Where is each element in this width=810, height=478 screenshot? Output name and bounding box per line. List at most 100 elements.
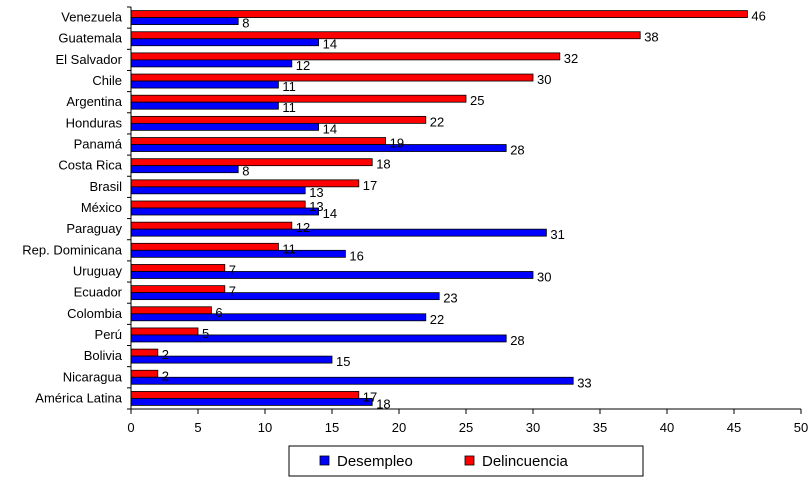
- data-label-delincuencia: 22: [430, 114, 444, 129]
- bar-delincuencia: [130, 369, 159, 378]
- legend-swatch-desempleo: [319, 455, 330, 466]
- data-label-desempleo: 18: [376, 396, 390, 411]
- data-label-desempleo: 28: [510, 333, 524, 348]
- data-label-delincuencia: 30: [537, 72, 551, 87]
- bar-delincuencia: [130, 391, 360, 399]
- category-label: Ecuador: [74, 285, 123, 300]
- bar-delincuencia: [130, 200, 306, 209]
- data-label-desempleo: 33: [577, 375, 591, 390]
- bar-desempleo: [130, 80, 279, 89]
- category-label: Argentina: [66, 94, 122, 109]
- x-tick-label: 0: [127, 420, 134, 435]
- category-label: Honduras: [66, 115, 123, 130]
- category-label: Panamá: [74, 137, 123, 152]
- data-label-desempleo: 31: [550, 227, 564, 242]
- category-label: Brasil: [89, 179, 122, 194]
- category-label: El Salvador: [56, 52, 123, 67]
- data-label-desempleo: 14: [323, 206, 337, 221]
- data-label-desempleo: 11: [282, 79, 296, 94]
- bar-desempleo: [130, 144, 507, 152]
- data-label-delincuencia: 12: [296, 220, 310, 235]
- data-label-desempleo: 12: [296, 58, 310, 73]
- bar-desempleo: [130, 271, 534, 279]
- category-label: Nicaragua: [63, 369, 123, 384]
- bar-delincuencia: [130, 115, 427, 124]
- x-tick-label: 30: [526, 420, 540, 435]
- data-label-desempleo: 13: [309, 185, 323, 200]
- bar-delincuencia: [130, 221, 293, 230]
- bar-delincuencia: [130, 348, 159, 357]
- x-tick-label: 50: [794, 420, 808, 435]
- data-label-delincuencia: 2: [162, 368, 169, 383]
- bar-delincuencia: [130, 73, 534, 82]
- data-label-delincuencia: 17: [363, 178, 377, 193]
- data-label-delincuencia: 32: [564, 51, 578, 66]
- bar-delincuencia: [130, 10, 748, 18]
- data-label-desempleo: 8: [242, 16, 249, 31]
- category-label: Chile: [92, 73, 122, 88]
- category-label: Paraguay: [66, 221, 122, 236]
- bar-delincuencia: [130, 52, 561, 61]
- x-tick-label: 10: [258, 420, 272, 435]
- x-tick-label: 5: [194, 420, 201, 435]
- category-label: Venezuela: [61, 10, 122, 25]
- data-label-delincuencia: 38: [644, 30, 658, 45]
- category-label: Uruguay: [73, 263, 123, 278]
- x-tick-label: 20: [392, 420, 406, 435]
- legend-swatch-delincuencia: [464, 455, 475, 466]
- data-label-desempleo: 22: [430, 312, 444, 327]
- bar-delincuencia: [130, 327, 199, 336]
- category-labels: Venezuela Guatemala El Salvador Chile Argent…: [22, 6, 131, 410]
- data-label-delincuencia: 18: [376, 157, 390, 172]
- data-label-desempleo: 14: [323, 37, 337, 52]
- x-tick-label: 25: [459, 420, 473, 435]
- bar-delincuencia: [130, 306, 212, 315]
- legend-label-delincuencia: Delincuencia: [482, 453, 569, 470]
- category-label: Costa Rica: [58, 158, 122, 173]
- category-label: México: [81, 200, 122, 215]
- data-label-delincuencia: 6: [215, 305, 222, 320]
- data-label-delincuencia: 11: [282, 241, 296, 256]
- bar-delincuencia: [130, 179, 360, 188]
- data-label-desempleo: 11: [282, 100, 296, 115]
- legend-label-desempleo: Desempleo: [337, 453, 413, 470]
- data-label-desempleo: 16: [349, 248, 363, 263]
- bar-desempleo: [130, 228, 547, 237]
- bar-desempleo: [130, 17, 239, 25]
- bar-desempleo: [130, 249, 346, 258]
- bar-delincuencia: [130, 31, 641, 40]
- data-label-desempleo: 30: [537, 269, 551, 284]
- bar-desempleo: [130, 398, 373, 406]
- x-tick-label: 40: [660, 420, 674, 435]
- bar-desempleo: [130, 38, 320, 47]
- data-label-desempleo: 28: [510, 143, 524, 158]
- data-label-delincuencia: 19: [390, 136, 404, 151]
- bar-desempleo: [130, 292, 440, 301]
- category-label: Bolivia: [84, 348, 123, 363]
- bar-desempleo: [130, 101, 279, 110]
- x-tick-label: 15: [325, 420, 339, 435]
- category-label: América Latina: [35, 390, 122, 405]
- category-label: Colombia: [67, 306, 123, 321]
- category-label: Perú: [95, 327, 122, 342]
- bar-delincuencia: [130, 264, 226, 272]
- data-label-delincuencia: 25: [470, 93, 484, 108]
- x-tick-label: 45: [727, 420, 741, 435]
- data-label-desempleo: 8: [242, 164, 249, 179]
- data-label-delincuencia: 7: [229, 262, 236, 277]
- data-label-desempleo: 15: [336, 354, 350, 369]
- bar-delincuencia: [130, 158, 373, 167]
- data-label-delincuencia: 5: [202, 326, 209, 341]
- bar-desempleo: [130, 122, 320, 131]
- data-label-delincuencia: 17: [363, 389, 377, 404]
- data-label-delincuencia: 2: [162, 347, 169, 362]
- bar-delincuencia: [130, 94, 467, 103]
- data-label-delincuencia: 46: [751, 9, 765, 24]
- bar-desempleo: [130, 59, 293, 68]
- x-axis-ticks: 0 5 10 15 20 25 30 35 40 45 50: [127, 409, 808, 435]
- bar-desempleo: [130, 165, 239, 174]
- data-label-desempleo: 23: [443, 291, 457, 306]
- bar-delincuencia: [130, 285, 226, 294]
